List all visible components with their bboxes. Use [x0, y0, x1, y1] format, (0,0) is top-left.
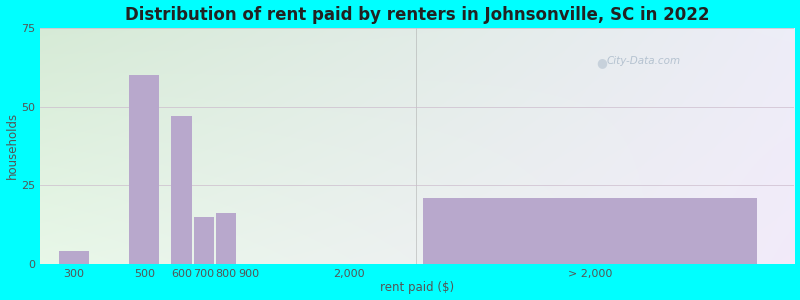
Text: City-Data.com: City-Data.com [606, 56, 681, 66]
Text: ●: ● [597, 56, 607, 69]
Bar [171, 116, 192, 264]
Bar [216, 214, 236, 264]
X-axis label: rent paid ($): rent paid ($) [380, 281, 454, 294]
Bar [194, 217, 214, 264]
Bar [59, 251, 89, 264]
Y-axis label: households: households [6, 112, 18, 179]
Bar [423, 198, 758, 264]
Bar [130, 75, 159, 264]
Title: Distribution of rent paid by renters in Johnsonville, SC in 2022: Distribution of rent paid by renters in … [125, 6, 710, 24]
